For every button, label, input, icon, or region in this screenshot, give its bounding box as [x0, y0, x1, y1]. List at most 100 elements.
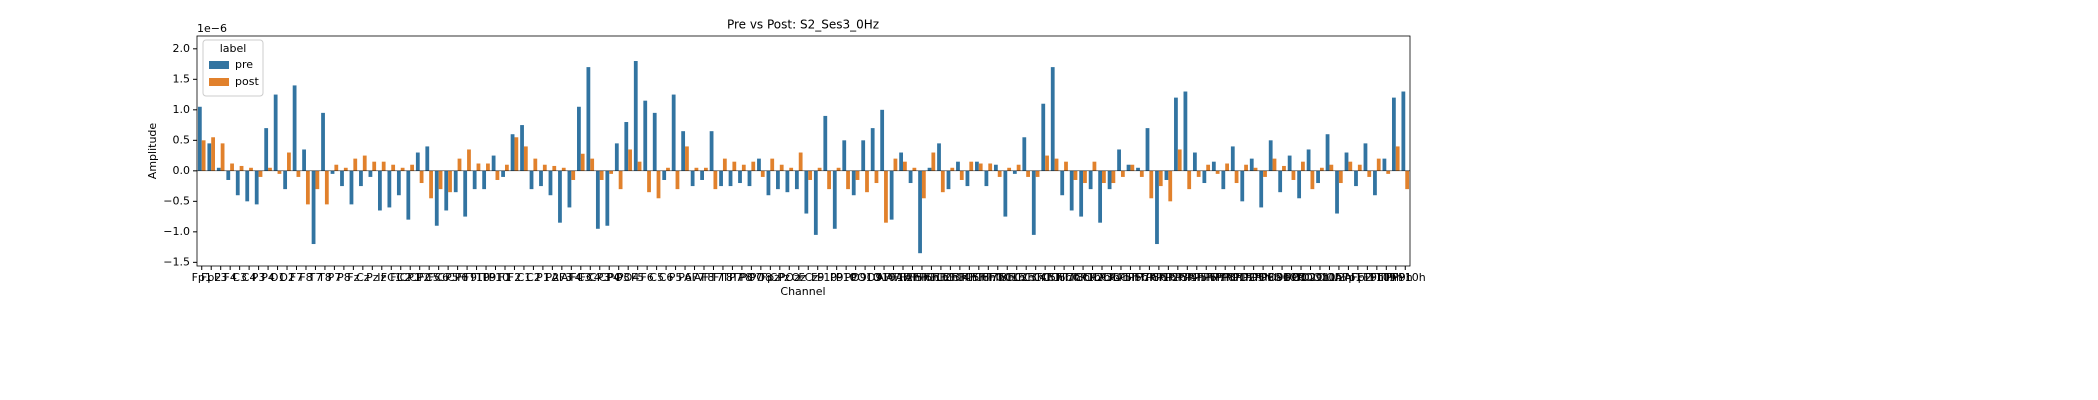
bar	[197, 106, 202, 171]
bar	[324, 170, 329, 205]
bar	[1111, 170, 1116, 184]
bar	[201, 140, 206, 171]
y-tick-label: −1.5	[163, 255, 190, 268]
x-tick-label: TTP8h	[1131, 271, 1166, 284]
bar	[1130, 164, 1135, 171]
x-tick-label: Oz	[792, 271, 807, 284]
bar	[529, 170, 534, 190]
x-tick-label: F10	[817, 271, 837, 284]
bar	[429, 170, 433, 199]
bar	[330, 170, 335, 174]
bar	[287, 152, 291, 171]
bar	[931, 152, 936, 171]
bar	[855, 170, 860, 180]
x-tick-label: FT9	[457, 271, 477, 284]
bar	[643, 100, 648, 171]
bar	[893, 158, 898, 171]
bar	[419, 170, 424, 184]
bar	[245, 170, 250, 202]
x-tick-label: FCC3h	[1008, 271, 1044, 284]
x-tick-label: TP7	[721, 271, 742, 284]
bar	[1098, 170, 1103, 223]
bar	[1079, 170, 1084, 217]
bar	[283, 170, 288, 190]
legend-label: post	[235, 75, 259, 88]
x-tick-label: OI1h	[1317, 271, 1343, 284]
bar	[457, 158, 462, 171]
bar	[732, 161, 737, 171]
bar	[268, 167, 272, 171]
x-tick-label: F8	[299, 271, 312, 284]
bar	[903, 161, 907, 171]
bar	[359, 170, 363, 187]
bar	[434, 170, 439, 226]
x-tick-label: Fp1	[192, 271, 212, 284]
x-tick-label: C4	[242, 271, 257, 284]
y-tick-label: −0.5	[163, 194, 190, 207]
bar	[258, 170, 263, 177]
x-tick-label: FFT8h	[981, 271, 1014, 284]
bar	[254, 170, 259, 205]
x-tick-label: O9	[867, 271, 883, 284]
bar	[523, 146, 528, 171]
bar	[865, 170, 869, 193]
bar	[1187, 170, 1192, 190]
bar	[1221, 170, 1226, 190]
bar	[396, 170, 401, 196]
bar	[1386, 170, 1391, 174]
x-tick-label: T7	[308, 271, 323, 284]
bar	[235, 170, 240, 196]
x-tick-label: F9	[811, 271, 824, 284]
x-tick-label: P9	[830, 271, 844, 284]
x-tick-label: FFC4h	[943, 271, 977, 284]
bar	[486, 163, 490, 171]
x-tick-label: TPP9h	[1378, 271, 1413, 284]
x-tick-label: PO3	[608, 271, 630, 284]
x-tick-label: CCP5h	[1103, 271, 1139, 284]
x-tick-label: P4	[261, 271, 275, 284]
bar	[946, 170, 951, 190]
bar	[956, 161, 960, 171]
bar	[296, 170, 301, 177]
bar	[230, 163, 234, 171]
x-tick-label: POz	[779, 271, 800, 284]
x-tick-label: P1	[536, 271, 550, 284]
bar	[1357, 164, 1362, 171]
bar	[1026, 170, 1030, 177]
y-tick-label: 1.5	[173, 72, 191, 85]
bar	[927, 167, 932, 171]
x-tick-label: CCP1h	[1065, 271, 1101, 284]
bar	[1297, 170, 1302, 199]
bar	[988, 163, 993, 171]
bar	[1244, 164, 1248, 171]
x-tick-label: P2	[546, 271, 560, 284]
bar	[1301, 161, 1305, 171]
bar	[766, 170, 771, 196]
bar	[1329, 164, 1334, 171]
bar	[1268, 140, 1273, 171]
bar	[1155, 170, 1159, 245]
bar	[343, 167, 348, 171]
x-tick-label: CCP4h	[1094, 271, 1130, 284]
bar	[586, 67, 591, 171]
bar	[362, 155, 367, 171]
x-tick-label: C1	[517, 271, 532, 284]
bar	[1234, 170, 1239, 184]
x-tick-label: C3	[232, 271, 247, 284]
bar	[501, 170, 505, 177]
x-tick-label: Iz	[377, 271, 386, 284]
y-tick-label: −1.0	[163, 225, 190, 238]
x-tick-label: FFT7h	[972, 271, 1005, 284]
bar	[609, 170, 614, 174]
bar	[391, 164, 396, 171]
bar	[277, 170, 282, 174]
x-tick-label: FTT8h	[1057, 271, 1090, 284]
x-tick-label: FFC2h	[924, 271, 958, 284]
x-tick-label: FCC4h	[1018, 271, 1054, 284]
x-axis-label: Channel	[780, 285, 825, 298]
bar	[1054, 158, 1059, 171]
x-tick-label: PPO10h	[1261, 271, 1304, 284]
bar	[539, 170, 543, 187]
